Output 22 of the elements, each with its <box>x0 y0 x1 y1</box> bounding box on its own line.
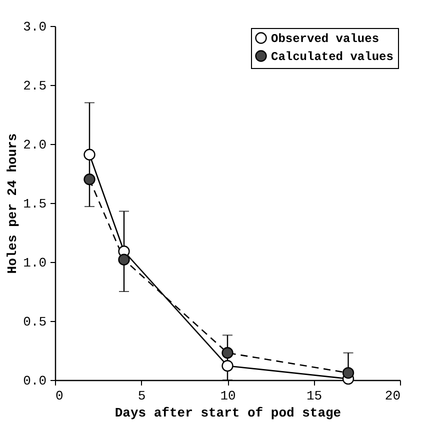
y-tick-label: 3.0 <box>23 20 46 34</box>
y-tick-label: 1.5 <box>23 196 46 212</box>
legend-label: Calculated values <box>271 50 394 64</box>
x-tick-label: 10 <box>220 388 236 404</box>
x-tick-label: 15 <box>306 388 322 404</box>
point <box>222 360 234 372</box>
y-tick-label: 1.0 <box>23 256 46 270</box>
x-tick-label: 5 <box>138 388 146 404</box>
x-tick-label: 20 <box>384 388 400 404</box>
point <box>118 254 130 266</box>
y-tick-label: 0.5 <box>23 314 46 330</box>
x-axis-title: Days after start of pod stage <box>114 406 342 420</box>
point <box>84 148 96 160</box>
x-tick-label: 0 <box>56 388 64 404</box>
point <box>222 347 234 359</box>
point <box>84 174 96 186</box>
y-axis-title: Holes per 24 hours <box>5 133 20 274</box>
y-tick-label: 0.0 <box>23 374 46 388</box>
y-tick-label: 2.5 <box>23 78 46 94</box>
legend-label: Observed values <box>271 32 380 46</box>
point <box>342 367 354 379</box>
y-tick-label: 2.0 <box>23 138 46 152</box>
